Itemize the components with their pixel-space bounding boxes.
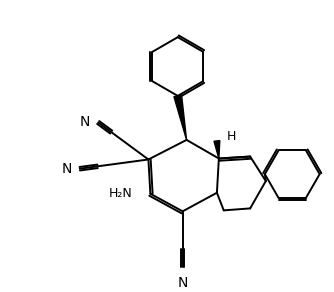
- Polygon shape: [174, 95, 187, 140]
- Text: H: H: [227, 131, 236, 143]
- Text: N: N: [61, 162, 72, 176]
- Polygon shape: [214, 140, 220, 159]
- Text: N: N: [80, 116, 91, 129]
- Text: N: N: [177, 276, 188, 290]
- Text: H₂N: H₂N: [109, 187, 133, 200]
